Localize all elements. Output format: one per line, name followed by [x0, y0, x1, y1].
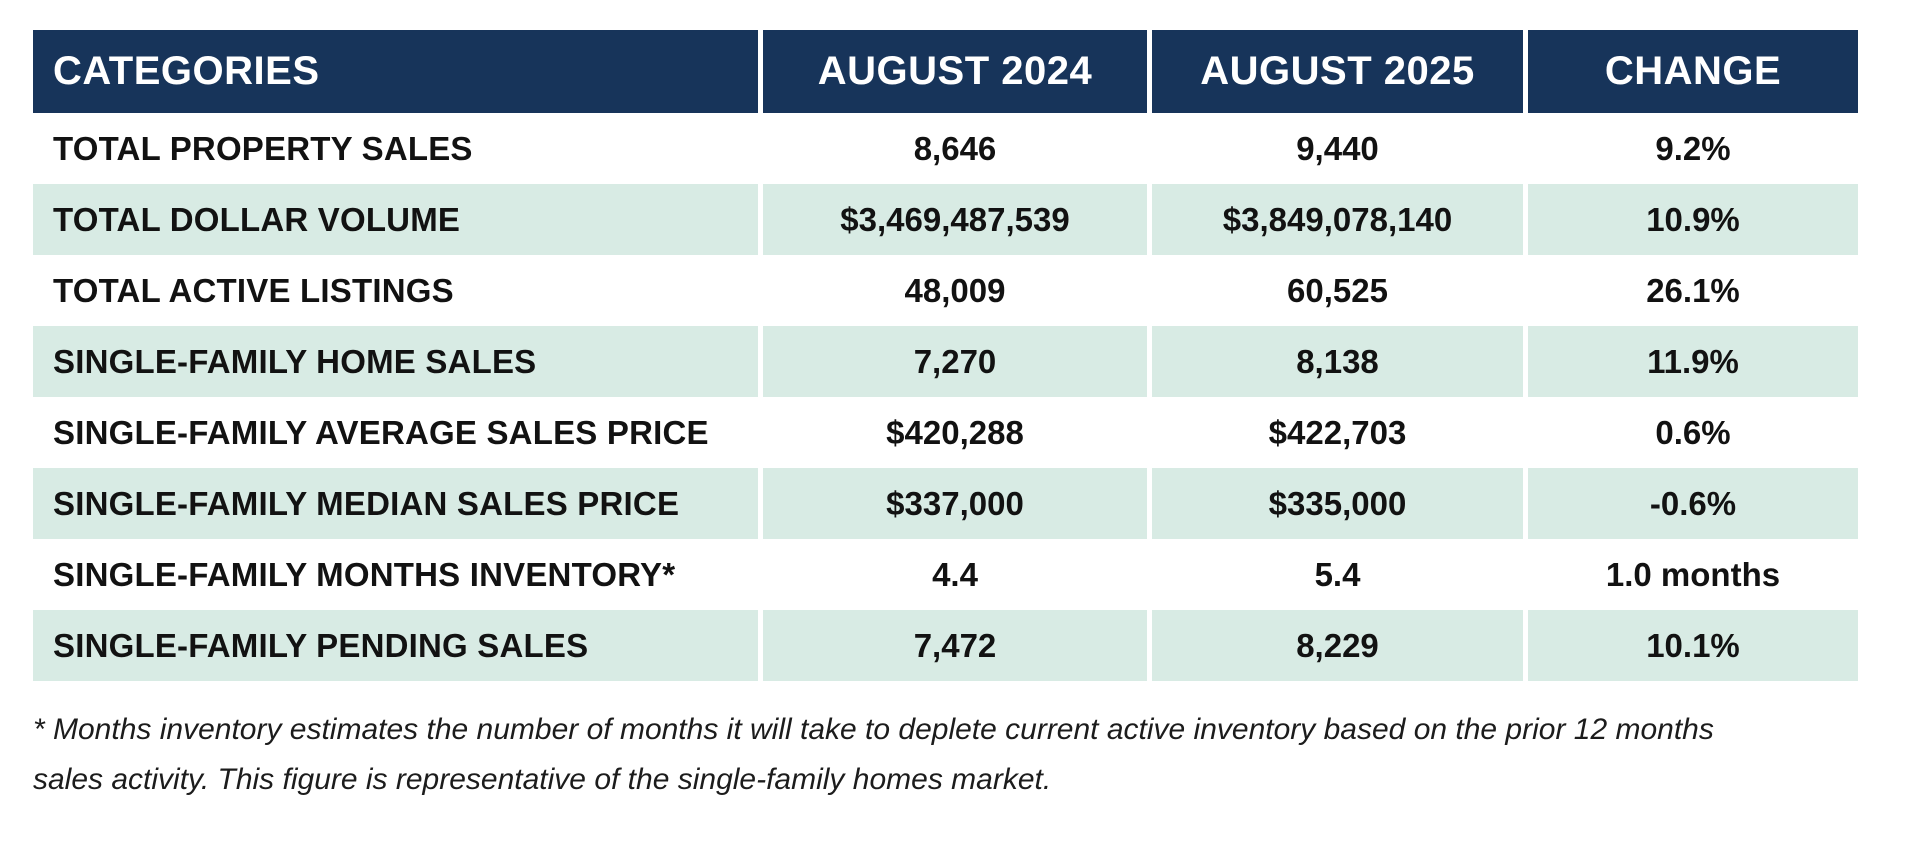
table-row: SINGLE-FAMILY PENDING SALES 7,472 8,229 … — [33, 610, 1858, 681]
aug2024-cell: 48,009 — [904, 271, 1006, 309]
change-cell: 10.1% — [1528, 610, 1858, 681]
category-cell: TOTAL ACTIVE LISTINGS — [53, 271, 454, 309]
aug2024-cell: $337,000 — [763, 468, 1147, 539]
aug2025-cell: 8,229 — [1152, 610, 1523, 681]
table-header-row: CATEGORIES AUGUST 2024 AUGUST 2025 CHANG… — [33, 30, 1858, 113]
aug2025-cell: $422,703 — [1268, 413, 1407, 451]
category-cell: TOTAL DOLLAR VOLUME — [33, 184, 758, 255]
change-cell: 9.2% — [1655, 129, 1731, 167]
category-cell: TOTAL PROPERTY SALES — [53, 129, 473, 167]
aug2024-cell: $3,469,487,539 — [763, 184, 1147, 255]
header-categories: CATEGORIES — [33, 30, 758, 113]
table-row: TOTAL PROPERTY SALES 8,646 9,440 9.2% — [33, 113, 1858, 184]
market-stats-table: CATEGORIES AUGUST 2024 AUGUST 2025 CHANG… — [33, 30, 1858, 681]
footnote-line: sales activity. This figure is represent… — [33, 763, 1052, 796]
aug2024-cell: 7,472 — [763, 610, 1147, 681]
table-row: SINGLE-FAMILY MONTHS INVENTORY* 4.4 5.4 … — [33, 539, 1858, 610]
category-cell: SINGLE-FAMILY AVERAGE SALES PRICE — [53, 413, 709, 451]
header-change: CHANGE — [1528, 30, 1858, 113]
change-cell: 0.6% — [1655, 413, 1731, 451]
category-cell: SINGLE-FAMILY PENDING SALES — [33, 610, 758, 681]
aug2024-cell: 4.4 — [932, 555, 978, 593]
table-row: SINGLE-FAMILY HOME SALES 7,270 8,138 11.… — [33, 326, 1858, 397]
table-row: TOTAL ACTIVE LISTINGS 48,009 60,525 26.1… — [33, 255, 1858, 326]
header-august-2024: AUGUST 2024 — [763, 30, 1147, 113]
category-cell: SINGLE-FAMILY HOME SALES — [33, 326, 758, 397]
aug2025-cell: 5.4 — [1314, 555, 1361, 593]
footnote-line: * Months inventory estimates the number … — [33, 713, 1714, 746]
aug2025-cell: $3,849,078,140 — [1152, 184, 1523, 255]
change-cell: 10.9% — [1528, 184, 1858, 255]
category-cell: SINGLE-FAMILY MEDIAN SALES PRICE — [33, 468, 758, 539]
table-row: SINGLE-FAMILY MEDIAN SALES PRICE $337,00… — [33, 468, 1858, 539]
table-row: TOTAL DOLLAR VOLUME $3,469,487,539 $3,84… — [33, 184, 1858, 255]
months-inventory-footnote: * Months inventory estimates the number … — [33, 705, 1893, 805]
aug2024-cell: $420,288 — [886, 413, 1024, 451]
header-august-2025: AUGUST 2025 — [1152, 30, 1523, 113]
table-row: SINGLE-FAMILY AVERAGE SALES PRICE $420,2… — [33, 397, 1858, 468]
aug2025-cell: 9,440 — [1296, 129, 1379, 167]
change-cell: 1.0 months — [1605, 555, 1781, 593]
change-cell: 26.1% — [1646, 271, 1740, 309]
aug2025-cell: 8,138 — [1152, 326, 1523, 397]
aug2024-cell: 8,646 — [913, 129, 997, 167]
category-cell: SINGLE-FAMILY MONTHS INVENTORY* — [53, 555, 676, 593]
change-cell: -0.6% — [1528, 468, 1858, 539]
aug2025-cell: 60,525 — [1287, 271, 1388, 309]
change-cell: 11.9% — [1528, 326, 1858, 397]
aug2025-cell: $335,000 — [1152, 468, 1523, 539]
aug2024-cell: 7,270 — [763, 326, 1147, 397]
